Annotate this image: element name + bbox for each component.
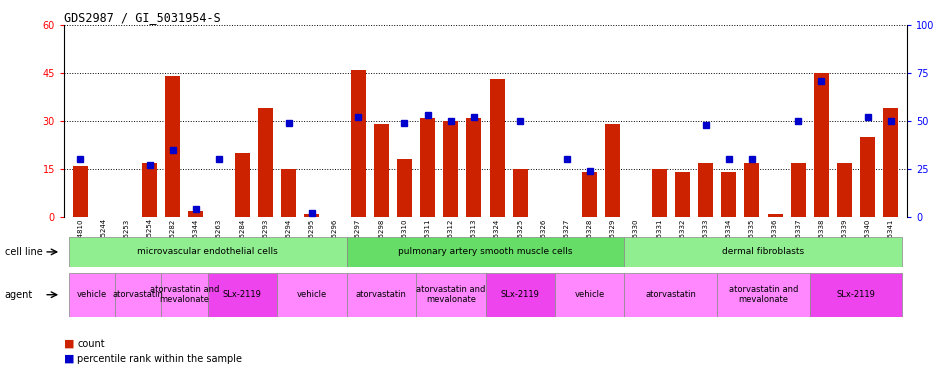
Text: ■: ■ — [64, 339, 74, 349]
Text: pulmonary artery smooth muscle cells: pulmonary artery smooth muscle cells — [399, 247, 572, 257]
Text: GDS2987 / GI_5031954-S: GDS2987 / GI_5031954-S — [64, 12, 221, 25]
Bar — [235, 153, 250, 217]
Bar — [675, 172, 690, 217]
Bar — [188, 210, 203, 217]
Text: atorvastatin: atorvastatin — [113, 290, 164, 299]
Text: vehicle: vehicle — [76, 290, 107, 299]
Bar — [347, 273, 416, 317]
Bar — [791, 162, 806, 217]
Text: vehicle: vehicle — [574, 290, 604, 299]
Text: microvascular endothelial cells: microvascular endothelial cells — [137, 247, 278, 257]
Text: vehicle: vehicle — [297, 290, 327, 299]
Bar — [420, 118, 435, 217]
Bar — [555, 273, 624, 317]
Bar — [717, 273, 809, 317]
Bar — [768, 214, 783, 217]
Bar — [142, 162, 157, 217]
Bar — [374, 124, 389, 217]
Bar — [162, 273, 208, 317]
Bar — [809, 273, 902, 317]
Bar — [165, 76, 180, 217]
Bar — [744, 162, 760, 217]
Text: percentile rank within the sample: percentile rank within the sample — [77, 354, 243, 364]
Bar — [698, 162, 713, 217]
Bar — [512, 169, 527, 217]
Bar — [884, 108, 899, 217]
Text: ■: ■ — [64, 354, 74, 364]
Bar — [651, 169, 666, 217]
Text: atorvastatin and
mevalonate: atorvastatin and mevalonate — [149, 285, 219, 305]
Text: atorvastatin and
mevalonate: atorvastatin and mevalonate — [416, 285, 485, 305]
Text: atorvastatin: atorvastatin — [356, 290, 407, 299]
Bar — [305, 214, 320, 217]
Bar — [624, 237, 902, 267]
Bar — [624, 273, 717, 317]
Bar — [347, 237, 624, 267]
Bar — [69, 237, 347, 267]
Bar — [258, 108, 273, 217]
Bar — [69, 273, 115, 317]
Text: atorvastatin: atorvastatin — [646, 290, 697, 299]
Bar — [208, 273, 277, 317]
Bar — [444, 121, 459, 217]
Bar — [351, 70, 366, 217]
Bar — [466, 118, 481, 217]
Bar — [490, 79, 505, 217]
Text: count: count — [77, 339, 104, 349]
Bar — [860, 137, 875, 217]
Text: agent: agent — [5, 290, 33, 300]
Text: SLx-2119: SLx-2119 — [501, 290, 540, 299]
Bar — [485, 273, 555, 317]
Bar — [277, 273, 347, 317]
Text: SLx-2119: SLx-2119 — [223, 290, 261, 299]
Text: SLx-2119: SLx-2119 — [837, 290, 875, 299]
Text: dermal fibroblasts: dermal fibroblasts — [723, 247, 805, 257]
Bar — [721, 172, 736, 217]
Bar — [397, 159, 412, 217]
Bar — [115, 273, 162, 317]
Bar — [582, 172, 597, 217]
Bar — [416, 273, 485, 317]
Bar — [605, 124, 620, 217]
Text: atorvastatin and
mevalonate: atorvastatin and mevalonate — [728, 285, 798, 305]
Text: cell line: cell line — [5, 247, 42, 257]
Bar — [837, 162, 852, 217]
Bar — [281, 169, 296, 217]
Bar — [814, 73, 829, 217]
Bar — [72, 166, 87, 217]
